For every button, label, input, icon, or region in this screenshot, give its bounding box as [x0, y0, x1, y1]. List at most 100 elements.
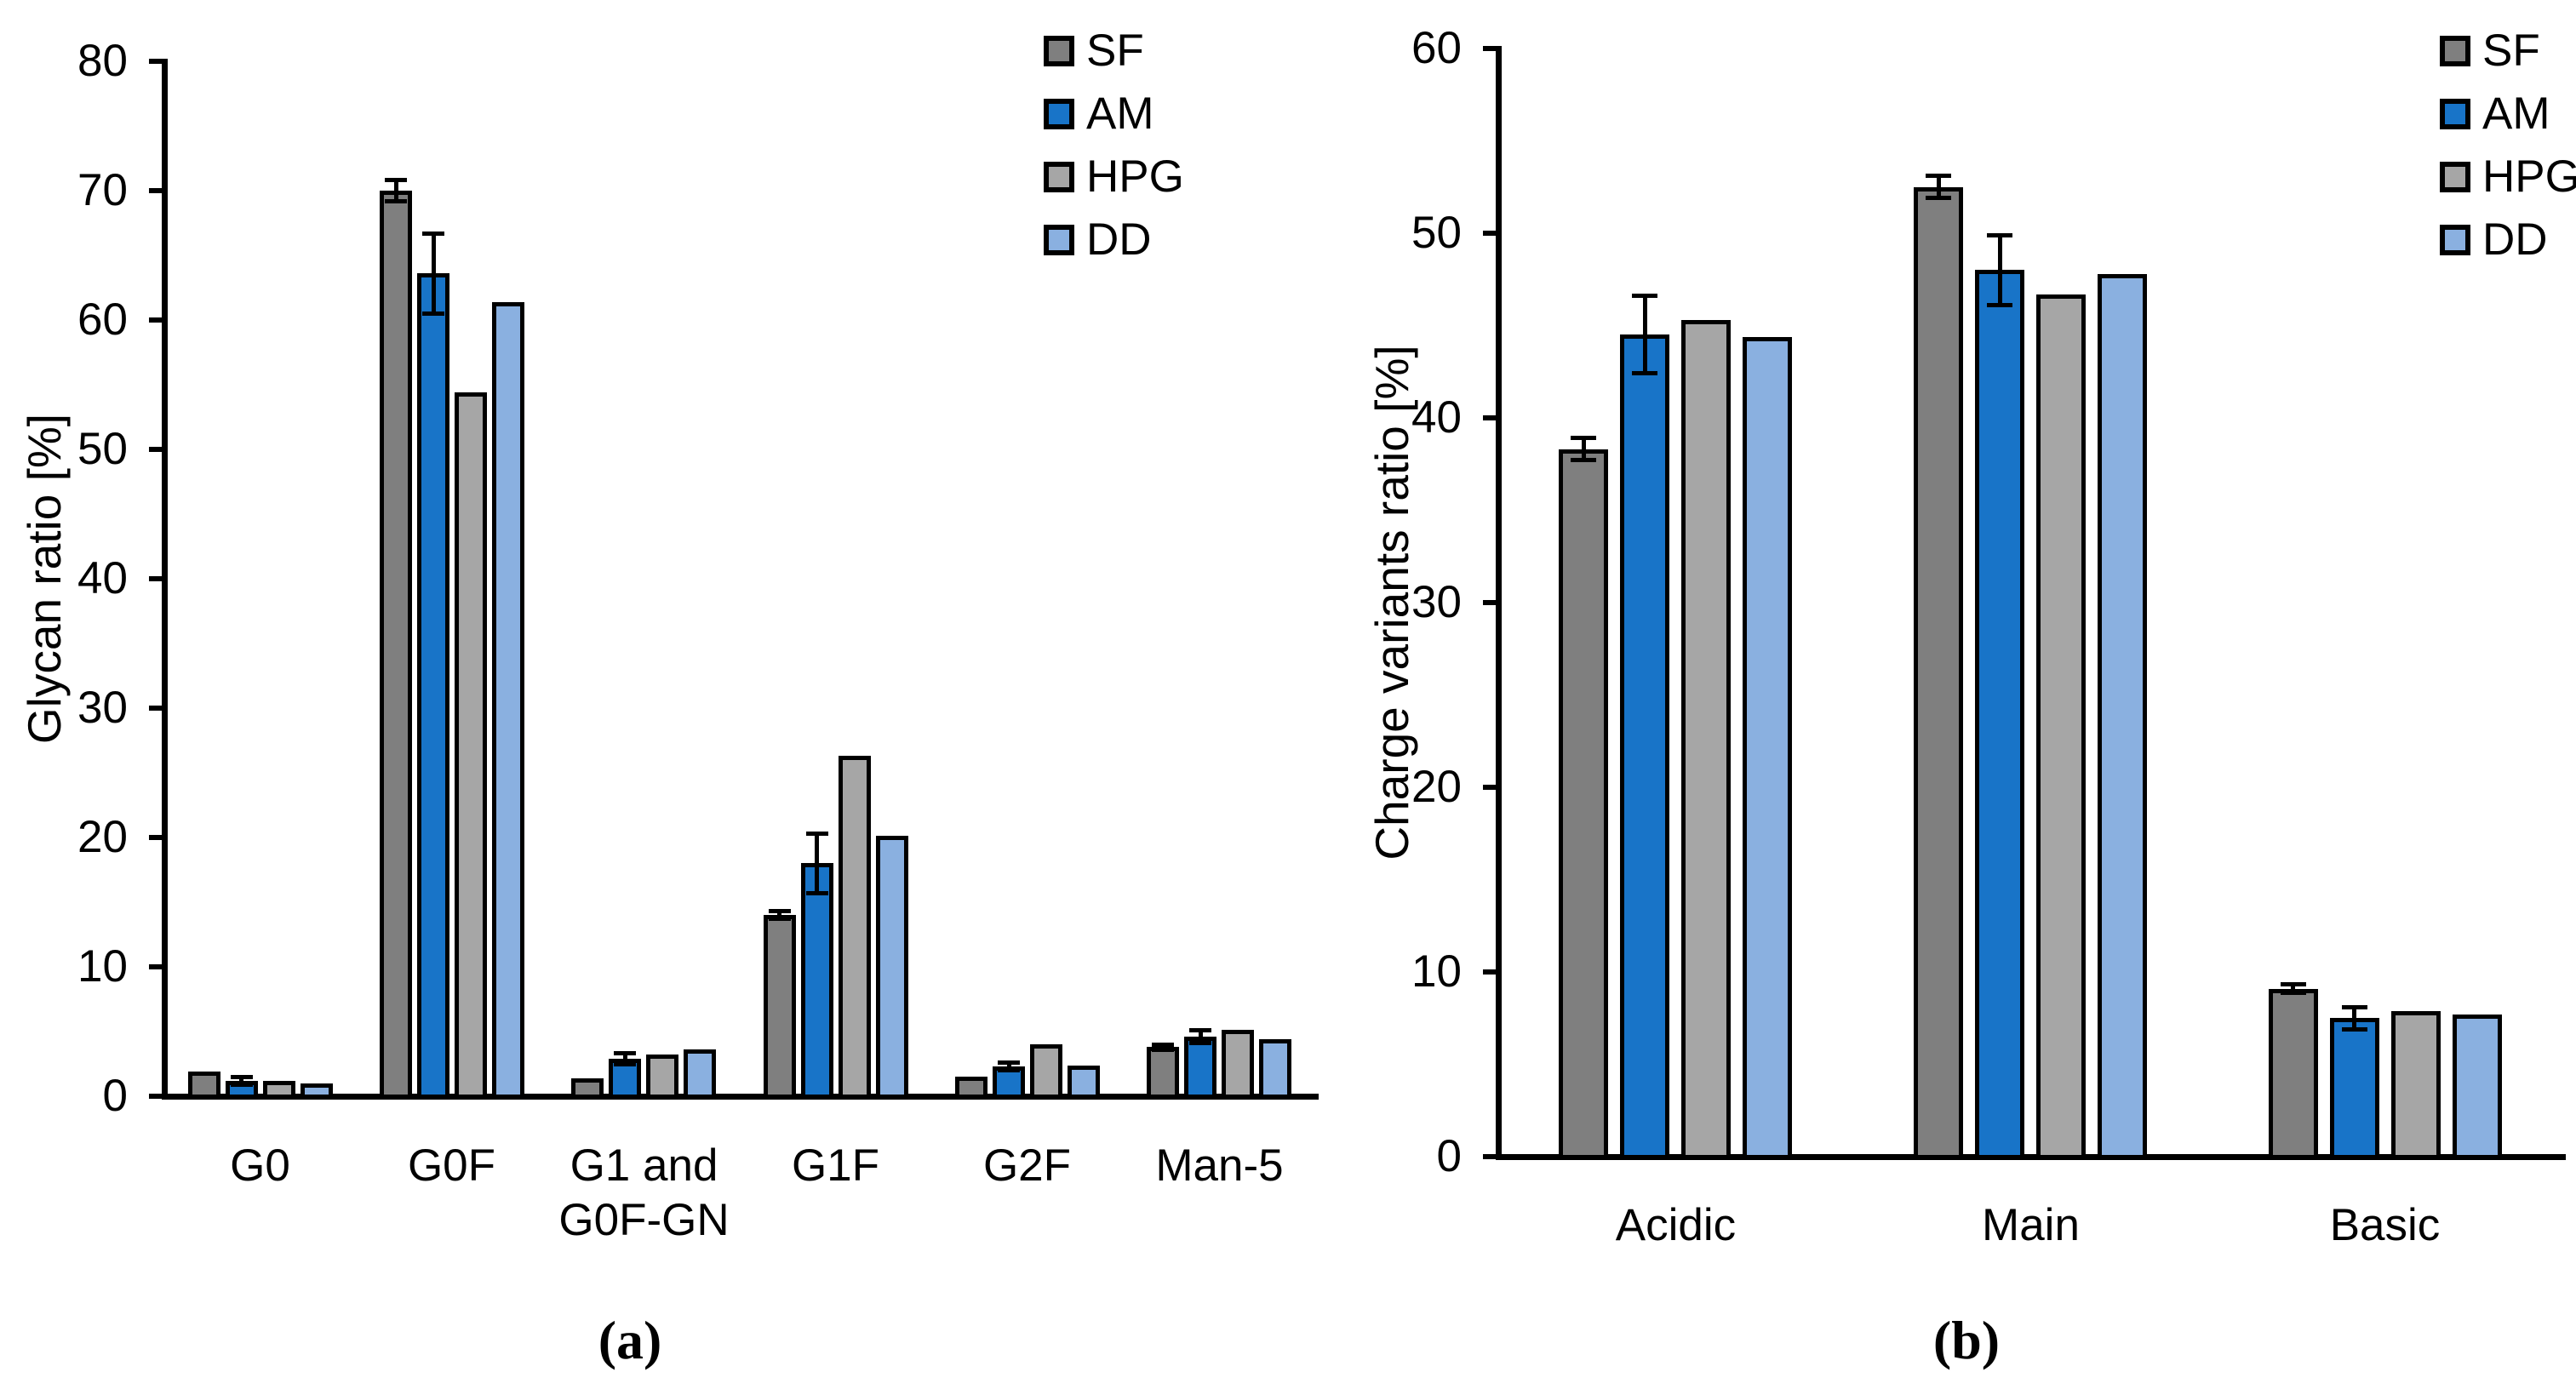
error-bar-AM-group4: [815, 833, 819, 893]
y-tick-label: 0: [102, 1071, 128, 1121]
bar-DD-group4: [876, 836, 908, 1099]
error-cap-bottom: [806, 891, 828, 895]
panel-label-b: (b): [1932, 1310, 2001, 1370]
panel-label-a: (a): [598, 1310, 662, 1370]
error-cap-top: [385, 178, 407, 182]
legend-label-AM: AM: [2482, 89, 2550, 139]
bar-DD-group5: [1068, 1066, 1100, 1099]
legend-item-DD: DD: [1044, 214, 1152, 265]
legend-item-DD: DD: [2440, 217, 2548, 262]
category-label-5: G2F: [982, 1140, 1072, 1191]
legend-swatch-AM: [2440, 99, 2470, 129]
error-bar-AM-group3: [2352, 1007, 2356, 1029]
legend-label-DD: DD: [1086, 214, 1152, 265]
y-tick-label: 40: [1411, 392, 1462, 443]
error-cap-top: [1571, 436, 1596, 440]
y-tick: [149, 706, 164, 711]
legend-label-SF: SF: [2482, 26, 2540, 76]
error-bar-AM-group1: [1643, 296, 1647, 374]
bar-SF-group3: [2269, 989, 2318, 1159]
category-label-4: G1F: [791, 1140, 880, 1191]
error-bar-SF-group2: [1937, 176, 1941, 198]
bar-DD-group2: [492, 302, 524, 1099]
legend-label-HPG: HPG: [2482, 151, 2576, 202]
y-tick: [149, 317, 164, 323]
error-cap-bottom: [614, 1062, 636, 1066]
y-tick: [149, 447, 164, 452]
bar-DD-group1: [1743, 337, 1792, 1159]
error-bar-AM-group1: [239, 1077, 243, 1084]
legend-item-HPG: HPG: [2440, 151, 2576, 202]
y-tick-label: 50: [1411, 208, 1462, 258]
error-cap-bottom: [231, 1083, 253, 1087]
bar-DD-group3: [684, 1049, 716, 1099]
error-cap-bottom: [385, 199, 407, 203]
y-tick-label: 10: [1411, 946, 1462, 997]
error-cap-top: [1926, 174, 1951, 178]
legend-label-AM: AM: [1086, 89, 1154, 139]
y-tick: [149, 1094, 164, 1099]
bar-HPG-group4: [839, 756, 871, 1099]
error-cap-bottom: [769, 917, 791, 921]
y-tick: [1483, 785, 1498, 790]
bar-HPG-group1: [1681, 320, 1731, 1159]
legend-swatch-HPG: [2440, 162, 2470, 192]
bar-DD-group1: [301, 1083, 333, 1099]
bar-HPG-group2: [2036, 294, 2086, 1159]
y-tick: [1483, 415, 1498, 420]
error-cap-bottom: [422, 312, 444, 316]
y-tick: [1483, 969, 1498, 975]
bar-AM-group4: [801, 863, 833, 1099]
error-bar-SF-group6: [1161, 1044, 1165, 1049]
y-tick: [149, 964, 164, 969]
bar-HPG-group5: [1030, 1044, 1062, 1099]
bar-SF-group4: [764, 915, 796, 1099]
y-tick: [149, 835, 164, 840]
legend-item-SF: SF: [1044, 26, 1144, 76]
error-cap-top: [1632, 294, 1657, 298]
y-axis-line: [1496, 46, 1502, 1159]
bar-SF-group3: [571, 1078, 604, 1099]
x-axis-line: [162, 1094, 1319, 1100]
bar-SF-group1: [188, 1072, 220, 1099]
error-cap-top: [231, 1075, 253, 1079]
legend-item-AM: AM: [1044, 89, 1154, 139]
legend-label-HPG: HPG: [1086, 151, 1184, 202]
error-cap-top: [998, 1060, 1020, 1065]
legend-item-HPG: HPG: [1044, 151, 1184, 202]
error-bar-SF-group1: [1582, 438, 1586, 460]
y-tick-label: 20: [1411, 762, 1462, 812]
bar-SF-group2: [1914, 187, 1963, 1159]
error-bar-AM-group2: [432, 233, 436, 313]
error-cap-top: [614, 1051, 636, 1055]
error-cap-top: [2342, 1005, 2367, 1009]
category-label-1: G0: [230, 1140, 290, 1191]
y-tick: [1483, 231, 1498, 236]
error-cap-top: [1987, 233, 2012, 237]
category-label-2: Main: [1982, 1200, 2080, 1250]
bar-SF-group2: [380, 191, 412, 1099]
legend-item-SF: SF: [2440, 26, 2540, 76]
y-tick-label: 30: [1411, 577, 1462, 627]
y-tick-label: 40: [77, 553, 128, 603]
bar-DD-group2: [2098, 274, 2147, 1159]
y-tick-label: 70: [77, 165, 128, 215]
y-tick: [1483, 46, 1498, 51]
error-cap-top: [1189, 1028, 1211, 1032]
y-tick-label: 60: [77, 294, 128, 345]
bar-HPG-group3: [2391, 1011, 2441, 1159]
error-cap-bottom: [998, 1068, 1020, 1072]
legend-swatch-SF: [2440, 36, 2470, 66]
y-tick-label: 0: [1436, 1131, 1462, 1181]
error-cap-bottom: [2342, 1027, 2367, 1032]
category-label-6: Man-5: [1155, 1140, 1284, 1191]
y-tick-label: 50: [77, 424, 128, 474]
x-axis-line: [1496, 1154, 2566, 1160]
error-cap-bottom: [2281, 991, 2306, 995]
error-cap-top: [2281, 982, 2306, 986]
error-bar-AM-group2: [1998, 235, 2002, 305]
category-label-3: Basic: [2329, 1200, 2441, 1250]
legend-label-SF: SF: [1086, 26, 1144, 76]
legend-swatch-HPG: [1044, 162, 1074, 192]
